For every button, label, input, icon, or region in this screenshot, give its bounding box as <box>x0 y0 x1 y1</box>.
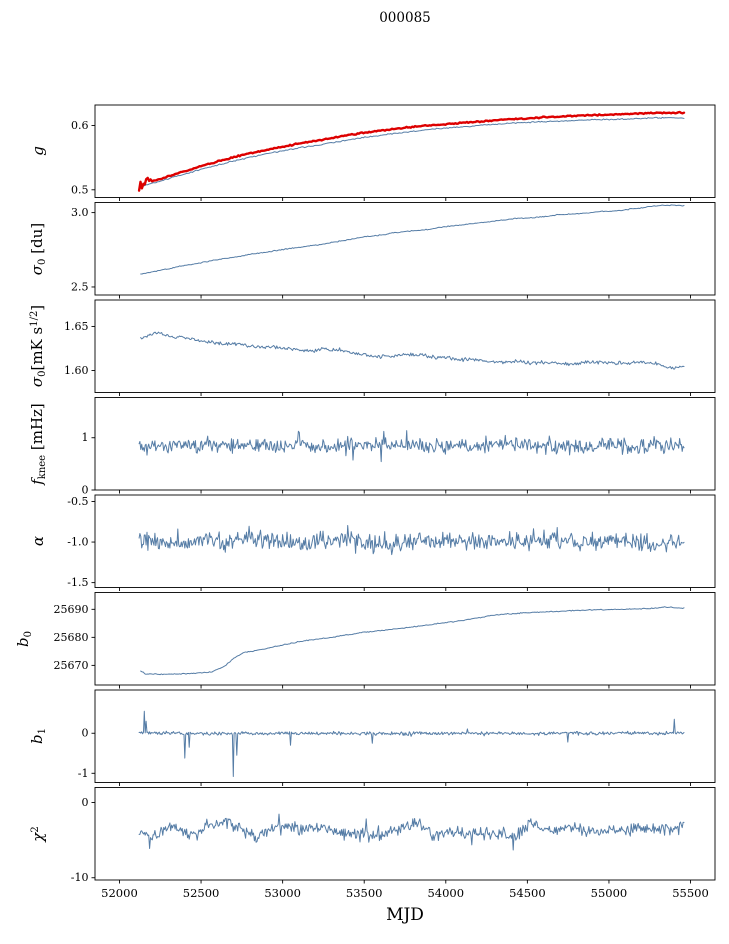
y-tick-label: 25680 <box>54 631 89 644</box>
x-tick-label: 55000 <box>591 886 628 900</box>
y-tick-label: 1 <box>82 431 89 444</box>
x-tick-label: 52000 <box>101 886 138 900</box>
panel-alpha: -0.5 -1.0 -1.5 <box>67 494 716 591</box>
y-axis-title-sigma0-mk: σ0[mK s1/2] <box>28 305 48 388</box>
axes-frame <box>94 494 716 588</box>
series-gain-upper <box>137 110 686 192</box>
series-alpha <box>138 524 685 556</box>
panel-b1: -1 0 <box>78 689 716 786</box>
y-tick-label: 1.65 <box>64 320 89 333</box>
y-tick-label: -1.5 <box>67 576 88 589</box>
series-chi2 <box>138 813 685 851</box>
x-axis-label: MJD <box>386 905 424 925</box>
y-tick-label: -1.0 <box>67 536 88 549</box>
y-axis-title-g: g <box>29 146 47 157</box>
panel-chi2: -10 0 52000 52500 53000 53500 54000 54500 55000 5… <box>71 787 716 900</box>
series-fknee <box>138 430 685 463</box>
y-tick-label: 3.0 <box>71 206 89 219</box>
axes-frame <box>94 787 716 881</box>
y-tick-label: 1.60 <box>64 364 89 377</box>
y-tick-label: -1 <box>78 767 89 780</box>
y-tick-label: 25670 <box>54 659 89 672</box>
y-tick-label: -0.5 <box>67 495 88 508</box>
x-tick-label: 54500 <box>509 886 546 900</box>
y-tick-label: 2.5 <box>71 280 89 293</box>
y-tick-label: -10 <box>71 871 89 884</box>
series-b0 <box>140 606 685 676</box>
y-tick-label: 25690 <box>54 603 89 616</box>
x-tick-label: 52500 <box>183 886 220 900</box>
axes-frame <box>94 592 716 686</box>
x-tick-label: 53500 <box>346 886 383 900</box>
y-tick-label: 0.5 <box>71 183 89 196</box>
panel-sigma0-du: 2.5 3.0 <box>71 202 716 299</box>
x-tick-label: 55500 <box>672 886 709 900</box>
y-tick-label: 0 <box>82 484 89 497</box>
x-tick-label: 54000 <box>427 886 464 900</box>
y-axis-title-sigma0-du: σ0 [du] <box>28 222 48 275</box>
series-sigma0-mk <box>140 331 685 370</box>
y-axis-title-chi2: χ2 <box>29 826 47 842</box>
axes-frame <box>94 104 716 198</box>
axes-frame <box>94 299 716 393</box>
series-b1 <box>138 710 685 777</box>
panel-b0: 25670 25680 25690 <box>54 592 716 689</box>
y-tick-label: 0.6 <box>71 119 89 132</box>
y-axis-title-fknee: fknee [mHz] <box>28 402 48 485</box>
panel-g: 0.5 0.6 <box>71 104 716 201</box>
panel-fknee: 01 <box>82 397 716 497</box>
panel-sigma0-mk: 1.60 1.65 <box>64 299 716 396</box>
chart-title: 000085 <box>379 10 431 26</box>
y-tick-label: 0 <box>82 727 89 740</box>
series-gain-lower <box>138 116 685 188</box>
axes-frame <box>94 689 716 783</box>
axes-frame <box>94 397 716 491</box>
y-axis-title-b1: b1 <box>28 728 48 745</box>
x-tick-label: 53000 <box>264 886 301 900</box>
y-axis-title-b0: b0 <box>14 630 34 647</box>
y-tick-label: 0 <box>82 796 89 809</box>
y-axis-title-alpha: α <box>29 536 47 547</box>
axes-frame <box>94 202 716 296</box>
series-sigma0-du <box>140 204 685 275</box>
